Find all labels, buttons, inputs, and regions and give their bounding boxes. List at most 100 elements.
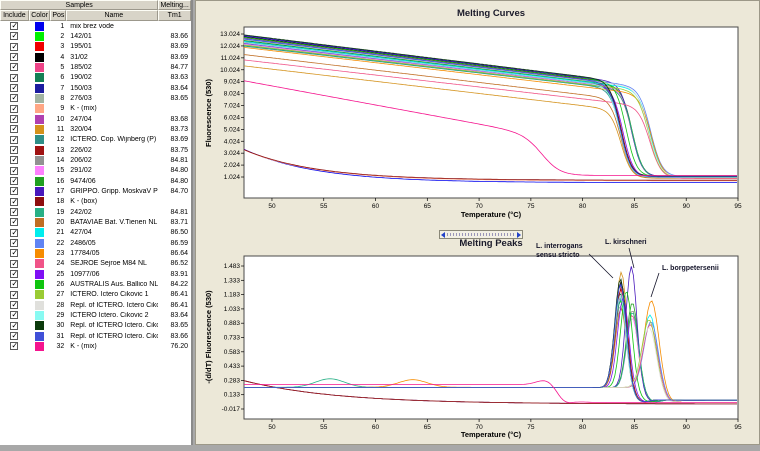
include-checkbox[interactable]: ✓ — [10, 279, 19, 289]
slider-right-arrow-icon[interactable] — [517, 231, 521, 238]
include-checkbox[interactable]: ✓ — [10, 227, 19, 237]
include-checkbox[interactable]: ✓ — [10, 310, 19, 320]
sample-color-swatch[interactable] — [35, 259, 45, 269]
sample-color-swatch[interactable] — [35, 238, 45, 248]
column-header-color[interactable]: Color — [28, 10, 51, 21]
sample-color-swatch[interactable] — [35, 31, 45, 41]
sample-row[interactable]: ✓ 18 K - (box) — [0, 197, 191, 207]
include-checkbox[interactable]: ✓ — [10, 62, 19, 72]
sample-row[interactable]: ✓ 22 2486/05 86.59 — [0, 238, 191, 248]
sample-row[interactable]: ✓ 24 SEJROE Sejroe M84 NL 86.52 — [0, 259, 191, 269]
sample-color-swatch[interactable] — [35, 83, 45, 93]
column-header-name[interactable]: Name — [66, 10, 159, 21]
sample-row[interactable]: ✓ 25 10977/06 83.91 — [0, 269, 191, 279]
include-checkbox[interactable]: ✓ — [10, 176, 19, 186]
sample-color-swatch[interactable] — [35, 207, 45, 217]
sample-row[interactable]: ✓ 32 K - (mix) 76.20 — [0, 341, 191, 351]
include-checkbox[interactable]: ✓ — [10, 258, 19, 268]
include-checkbox[interactable]: ✓ — [10, 155, 19, 165]
sample-row[interactable]: ✓ 26 AUSTRALIS Aus. Ballico NL 84.22 — [0, 279, 191, 289]
include-checkbox[interactable]: ✓ — [10, 103, 19, 113]
sample-color-swatch[interactable] — [35, 228, 45, 238]
column-header-tm1[interactable]: Tm1 — [158, 10, 191, 21]
slider-left-arrow-icon[interactable] — [441, 231, 445, 238]
sample-row[interactable]: ✓ 15 291/02 84.80 — [0, 166, 191, 176]
include-checkbox[interactable]: ✓ — [10, 134, 19, 144]
sample-row[interactable]: ✓ 6 190/02 83.63 — [0, 73, 191, 83]
sample-row[interactable]: ✓ 4 31/02 83.69 — [0, 52, 191, 62]
sample-row[interactable]: ✓ 9 K - (mix) — [0, 104, 191, 114]
sample-color-swatch[interactable] — [35, 62, 45, 72]
column-header-pos[interactable]: Pos — [50, 10, 67, 21]
sample-color-swatch[interactable] — [35, 310, 45, 320]
include-checkbox[interactable]: ✓ — [10, 31, 19, 41]
sample-row[interactable]: ✓ 29 ICTERO Ictero. Cikovic 2 83.64 — [0, 310, 191, 320]
sample-color-swatch[interactable] — [35, 248, 45, 258]
sample-color-swatch[interactable] — [35, 186, 45, 196]
include-checkbox[interactable]: ✓ — [10, 72, 19, 82]
sample-color-swatch[interactable] — [35, 279, 45, 289]
sample-row[interactable]: ✓ 27 ICTERO. Ictero Cikovic 1 86.41 — [0, 290, 191, 300]
temperature-range-slider[interactable] — [439, 230, 523, 239]
sample-color-swatch[interactable] — [35, 341, 45, 351]
sample-row[interactable]: ✓ 31 Repl. of ICTERO Ictero. Cikov 83.66 — [0, 331, 191, 341]
sample-row[interactable]: ✓ 10 247/04 83.68 — [0, 114, 191, 124]
sample-row[interactable]: ✓ 21 427/04 86.50 — [0, 228, 191, 238]
include-checkbox[interactable]: ✓ — [10, 269, 19, 279]
include-checkbox[interactable]: ✓ — [10, 186, 19, 196]
include-checkbox[interactable]: ✓ — [10, 124, 19, 134]
include-checkbox[interactable]: ✓ — [10, 331, 19, 340]
sample-color-swatch[interactable] — [35, 21, 45, 31]
sample-color-swatch[interactable] — [35, 217, 45, 227]
include-checkbox[interactable]: ✓ — [10, 93, 19, 103]
include-checkbox[interactable]: ✓ — [10, 41, 19, 51]
sample-row[interactable]: ✓ 23 17784/05 86.64 — [0, 248, 191, 258]
sample-row[interactable]: ✓ 17 GRIPPO. Gripp. MoskvaV P 84.70 — [0, 186, 191, 196]
sample-row[interactable]: ✓ 12 ICTERO. Cop. Wijnberg (P) 83.69 — [0, 135, 191, 145]
sample-row[interactable]: ✓ 16 9474/06 84.80 — [0, 176, 191, 186]
sample-row[interactable]: ✓ 3 195/01 83.69 — [0, 42, 191, 52]
include-checkbox[interactable]: ✓ — [10, 165, 19, 175]
sample-color-swatch[interactable] — [35, 42, 45, 52]
sample-color-swatch[interactable] — [35, 114, 45, 124]
include-checkbox[interactable]: ✓ — [10, 114, 19, 124]
sample-row[interactable]: ✓ 14 206/02 84.81 — [0, 155, 191, 165]
include-checkbox[interactable]: ✓ — [10, 21, 19, 31]
sample-row[interactable]: ✓ 7 150/03 83.64 — [0, 83, 191, 93]
include-checkbox[interactable]: ✓ — [10, 289, 19, 299]
sample-row[interactable]: ✓ 11 320/04 83.73 — [0, 124, 191, 134]
sample-color-swatch[interactable] — [35, 331, 45, 341]
sample-color-swatch[interactable] — [35, 176, 45, 186]
sample-row[interactable]: ✓ 28 Repl. of ICTERO. Ictero Cikov 86.41 — [0, 300, 191, 310]
sample-color-swatch[interactable] — [35, 124, 45, 134]
include-checkbox[interactable]: ✓ — [10, 300, 19, 310]
sample-color-swatch[interactable] — [35, 52, 45, 62]
include-checkbox[interactable]: ✓ — [10, 207, 19, 217]
sample-color-swatch[interactable] — [35, 73, 45, 83]
sample-row[interactable]: ✓ 2 142/01 83.66 — [0, 31, 191, 41]
sample-row[interactable]: ✓ 5 185/02 84.77 — [0, 62, 191, 72]
sample-color-swatch[interactable] — [35, 155, 45, 165]
sample-row[interactable]: ✓ 20 BATAVIAE Bat. V.Tienen NL 83.71 — [0, 217, 191, 227]
column-header-include[interactable]: Include — [0, 10, 29, 21]
include-checkbox[interactable]: ✓ — [10, 320, 19, 330]
include-checkbox[interactable]: ✓ — [10, 145, 19, 155]
include-checkbox[interactable]: ✓ — [10, 196, 19, 206]
sample-color-swatch[interactable] — [35, 93, 45, 103]
include-checkbox[interactable]: ✓ — [10, 341, 19, 351]
include-checkbox[interactable]: ✓ — [10, 83, 19, 93]
include-checkbox[interactable]: ✓ — [10, 217, 19, 227]
sample-color-swatch[interactable] — [35, 197, 45, 207]
sample-color-swatch[interactable] — [35, 300, 45, 310]
sample-row[interactable]: ✓ 19 242/02 84.81 — [0, 207, 191, 217]
sample-color-swatch[interactable] — [35, 290, 45, 300]
sample-color-swatch[interactable] — [35, 145, 45, 155]
sample-color-swatch[interactable] — [35, 104, 45, 114]
sample-color-swatch[interactable] — [35, 269, 45, 279]
sample-row[interactable]: ✓ 30 Repl. of ICTERO Ictero. Cikov 83.65 — [0, 321, 191, 331]
sample-row[interactable]: ✓ 8 276/03 83.65 — [0, 93, 191, 103]
slider-track[interactable] — [447, 233, 515, 236]
include-checkbox[interactable]: ✓ — [10, 238, 19, 248]
sample-row[interactable]: ✓ 1 mix brez vode — [0, 21, 191, 31]
include-checkbox[interactable]: ✓ — [10, 52, 19, 62]
